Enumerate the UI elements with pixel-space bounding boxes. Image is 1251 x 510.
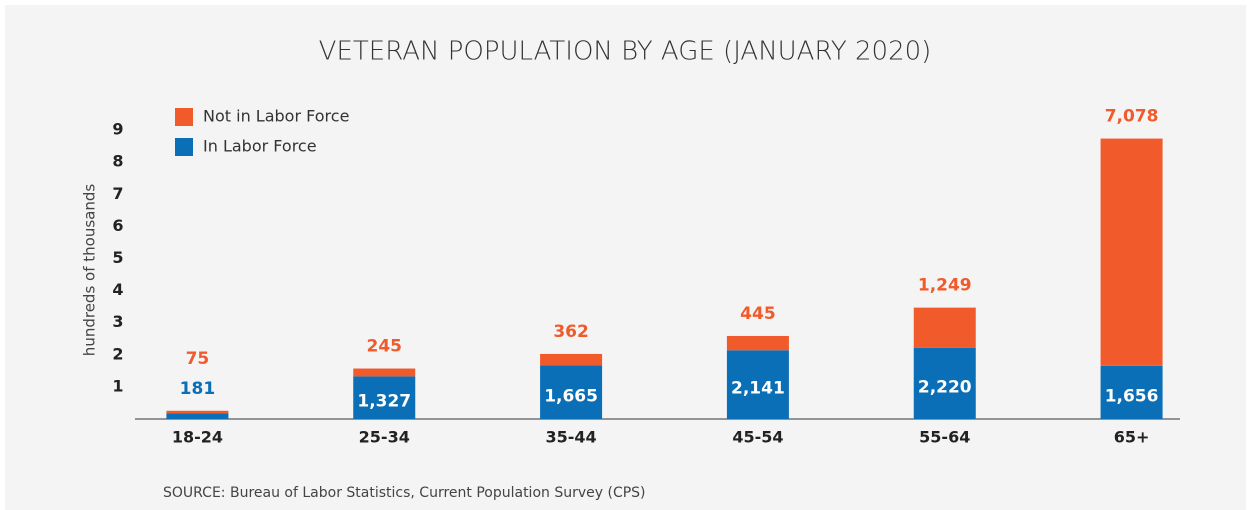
data-label: 1,665: [544, 386, 598, 406]
legend-swatch: [175, 108, 193, 126]
bar-segment: [353, 376, 416, 419]
y-tick-label: 2: [112, 344, 123, 363]
background: [5, 5, 1246, 510]
x-tick-label: 55-64: [919, 428, 970, 447]
data-label: 75: [186, 349, 210, 369]
data-label: 362: [553, 322, 589, 342]
data-label: 445: [740, 304, 776, 324]
bar-segment: [166, 410, 229, 414]
bar-segment: [913, 347, 976, 419]
data-label: 1,249: [918, 276, 972, 296]
y-tick-label: 3: [112, 312, 123, 331]
data-label: 2,220: [918, 377, 972, 397]
bar-segment: [1100, 138, 1163, 366]
data-label: 2,141: [731, 379, 785, 399]
y-tick-label: 6: [112, 216, 123, 235]
data-label: 181: [180, 379, 216, 399]
legend-label: Not in Labor Force: [203, 107, 349, 126]
y-tick-label: 5: [112, 248, 123, 267]
y-tick-label: 9: [112, 120, 123, 139]
bar-segment: [540, 365, 603, 419]
y-axis-label: hundreds of thousands: [81, 184, 99, 357]
chart-title: VETERAN POPULATION BY AGE (JANUARY 2020): [319, 37, 932, 67]
bar-segment: [1100, 365, 1163, 419]
x-tick-label: 35-44: [545, 428, 596, 447]
y-tick-label: 1: [112, 376, 123, 395]
bar-segment: [353, 368, 416, 377]
bar-segment: [166, 413, 229, 419]
x-tick-label: 45-54: [732, 428, 783, 447]
x-tick-label: 25-34: [359, 428, 410, 447]
bar-segment: [726, 335, 789, 351]
data-label: 1,327: [357, 392, 411, 412]
bar-segment: [726, 350, 789, 419]
data-label: 7,078: [1105, 107, 1159, 127]
bar-segment: [540, 353, 603, 366]
data-label: 1,656: [1105, 386, 1159, 406]
y-tick-label: 8: [112, 152, 123, 171]
y-tick-label: 7: [112, 184, 123, 203]
legend-swatch: [175, 138, 193, 156]
legend-label: In Labor Force: [203, 137, 317, 156]
y-tick-label: 4: [112, 280, 123, 299]
bar-segment: [913, 307, 976, 348]
source: SOURCE: Bureau of Labor Statistics, Curr…: [163, 485, 646, 501]
x-tick-label: 18-24: [172, 428, 223, 447]
x-tick-label: 65+: [1114, 428, 1150, 447]
data-label: 245: [367, 337, 403, 357]
